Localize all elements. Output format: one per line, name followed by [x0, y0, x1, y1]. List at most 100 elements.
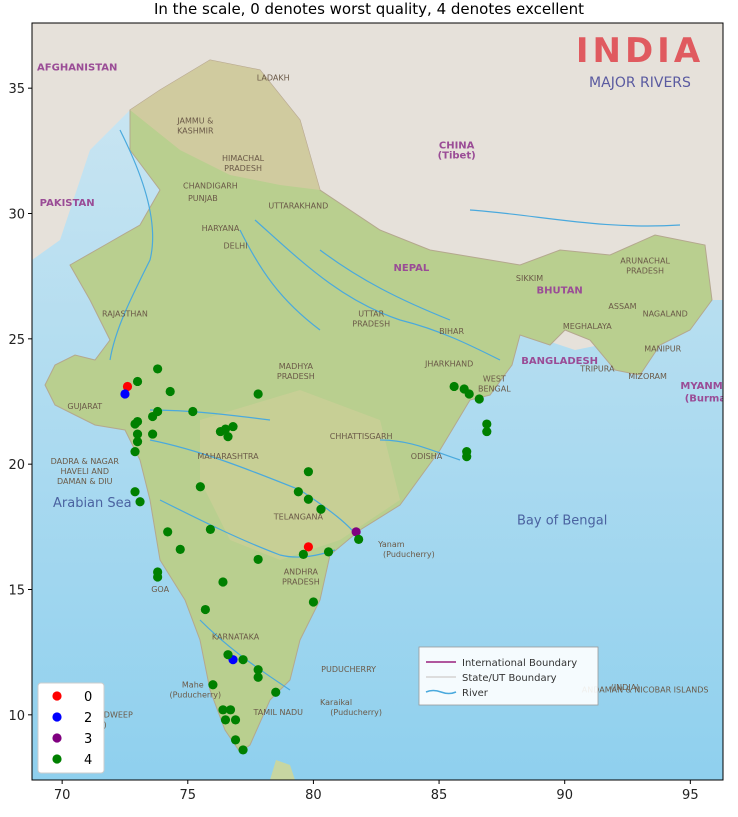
legend-label-0: 0 [84, 690, 92, 705]
map-legend-state: State/UT Boundary [462, 673, 557, 684]
place-label: ANDHRA [284, 567, 319, 576]
data-point-quality-4 [298, 549, 308, 560]
legend-box [37, 682, 105, 774]
legend-label-4: 4 [84, 753, 92, 768]
place-label: PUNJAB [188, 194, 218, 203]
data-point-quality-0 [303, 542, 313, 552]
country-label: (Tibet) [438, 150, 476, 161]
x-axis: 70 75 80 85 90 95 [54, 780, 699, 803]
place-label: SIKKIM [516, 274, 543, 283]
data-point-quality-4 [253, 554, 263, 565]
data-point-quality-4 [132, 376, 143, 387]
data-point-quality-4 [303, 494, 313, 504]
sri-lanka [270, 760, 295, 780]
data-point-quality-4 [253, 672, 263, 682]
place-label: KARNATAKA [212, 633, 260, 642]
place-label: DADRA & NAGAR [51, 457, 120, 466]
data-point-quality-4 [205, 524, 216, 534]
place-label: LADAKH [257, 74, 290, 83]
x-tick-label: 75 [180, 788, 197, 803]
data-point-quality-4 [130, 419, 140, 429]
place-label: TELANGANA [273, 512, 324, 521]
data-point-quality-4 [132, 437, 143, 447]
data-point-quality-4 [220, 715, 231, 725]
data-point-quality-4 [308, 597, 319, 607]
indus-river [109, 129, 154, 361]
data-point-quality-4 [316, 504, 326, 514]
country-labels: AFGHANISTAN PAKISTAN CHINA(Tibet) NEPAL BHUT… [37, 63, 723, 405]
data-point-quality-4 [303, 467, 313, 477]
legend-label-3: 3 [84, 732, 92, 747]
place-label: PRADESH [277, 372, 315, 381]
data-point-quality-4 [195, 482, 205, 492]
country-label: AFGHANISTAN [37, 63, 117, 74]
place-label: DELHI [224, 242, 248, 251]
data-point-quality-4 [135, 497, 145, 507]
place-label: JHARKHAND [424, 359, 473, 368]
place-label: MAHARASHTRA [197, 452, 259, 461]
data-point-quality-4 [253, 665, 263, 675]
data-point-quality-4 [271, 687, 281, 697]
data-point-quality-4 [148, 411, 158, 422]
place-label: PUDUCHERRY [321, 665, 376, 674]
map-legend-river: River [462, 688, 489, 699]
data-point-quality-0 [122, 381, 133, 392]
country-label: PAKISTAN [40, 198, 95, 209]
data-point-quality-4 [238, 655, 248, 665]
legend-marker-0 [52, 691, 62, 701]
place-label: Yanam [377, 540, 405, 549]
place-label: PRADESH [352, 319, 390, 328]
data-point-quality-4 [228, 421, 238, 432]
data-point-quality-2 [120, 389, 130, 399]
place-label: ANDAMAN & NICOBAR ISLANDS [582, 685, 709, 694]
country-label: CHINA [439, 140, 475, 151]
y-tick-label: 30 [8, 208, 25, 223]
data-point-quality-4 [148, 429, 158, 439]
ghaghara-river [319, 249, 451, 321]
data-point-quality-4 [464, 389, 474, 399]
data-point-quality-4 [230, 715, 241, 725]
place-label: Karaikal [320, 698, 352, 707]
data-point-quality-4 [462, 452, 472, 462]
data-point-quality-4 [223, 431, 233, 442]
place-label: (INDIA) [611, 683, 640, 692]
place-label: DAMAN & DIU [57, 477, 113, 486]
data-point-quality-4 [482, 419, 492, 429]
y-tick-label: 35 [8, 82, 25, 97]
sea-label: Bay of Bengal [517, 513, 607, 528]
data-point-quality-4 [153, 364, 163, 374]
country-label: BANGLADESH [521, 356, 598, 367]
krishna-river [159, 499, 336, 558]
data-point-quality-4 [218, 705, 228, 715]
place-label: GUJARAT [67, 402, 102, 411]
place-label: MIZORAM [628, 372, 667, 381]
sea-label: Arabian Sea [53, 496, 132, 511]
plot-area: INDIA MAJOR RIVERS AFGHANISTAN PAKISTAN CH… [32, 23, 723, 780]
data-point-quality-4 [354, 534, 364, 544]
data-point-quality-4 [218, 577, 228, 587]
place-label: UTTARAKHAND [268, 201, 328, 210]
data-point-quality-4 [130, 447, 140, 457]
data-point-quality-4 [132, 429, 143, 439]
data-point-quality-4 [253, 389, 263, 399]
place-label: BENGAL [478, 384, 511, 393]
ganga-river [254, 219, 501, 361]
brahmaputra-river [469, 209, 681, 227]
data-point-quality-4 [293, 487, 303, 497]
place-label: ASSAM [608, 302, 636, 311]
data-point-quality-4 [208, 680, 218, 690]
narmada-river [149, 409, 271, 421]
india-landmass [44, 59, 713, 753]
data-point-quality-4 [220, 424, 231, 434]
place-label: ODISHA [411, 452, 443, 461]
data-point-quality-4 [163, 527, 173, 537]
legend-marker-2 [52, 712, 62, 722]
legend-marker-4 [52, 754, 62, 764]
himalaya-terrain [130, 60, 320, 190]
plot-frame [31, 22, 724, 781]
map-heading: INDIA [576, 31, 704, 71]
place-label: HIMACHAL [222, 154, 265, 163]
data-point-quality-4 [238, 745, 248, 755]
y-tick-label: 20 [8, 458, 25, 473]
place-label: NAGALAND [643, 309, 688, 318]
